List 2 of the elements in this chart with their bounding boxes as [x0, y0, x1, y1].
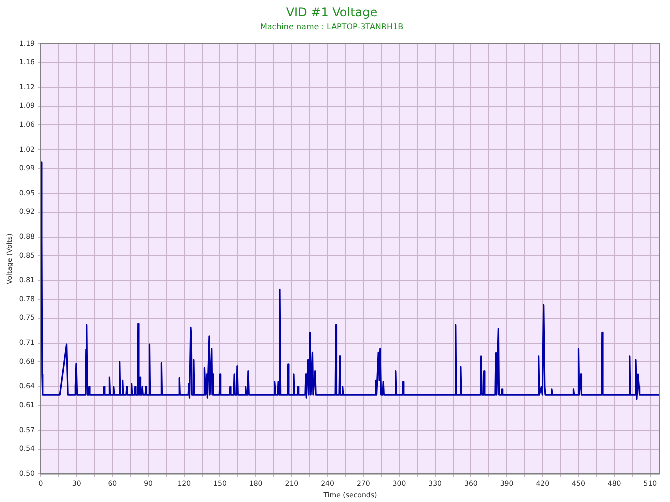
chart-subtitle: Machine name : LAPTOP-3TANRH1B [260, 22, 404, 32]
chart-title: VID #1 Voltage [286, 5, 378, 20]
